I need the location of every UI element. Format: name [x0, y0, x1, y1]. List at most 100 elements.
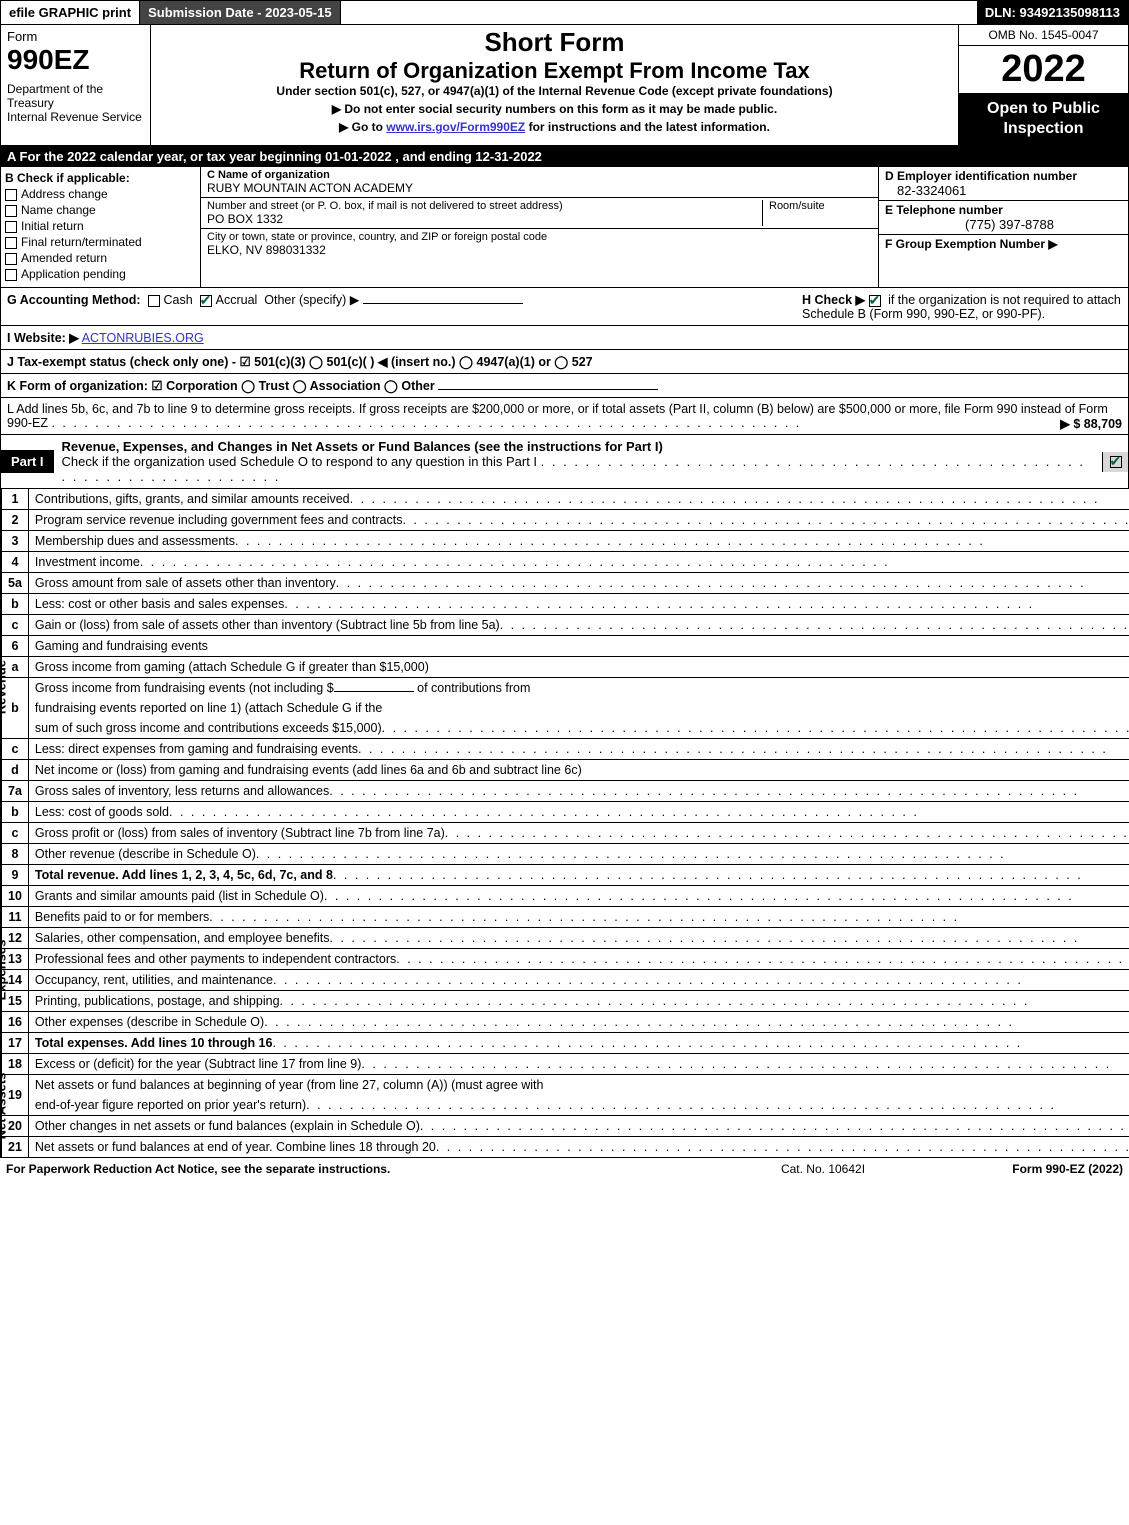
desc: Total revenue. Add lines 1, 2, 3, 4, 5c,… [35, 868, 333, 882]
desc: Net income or (loss) from gaming and fun… [35, 763, 582, 777]
desc: Gross profit or (loss) from sales of inv… [35, 826, 445, 840]
row-a: A For the 2022 calendar year, or tax yea… [0, 146, 1129, 167]
line-7c: cGross profit or (loss) from sales of in… [2, 823, 1129, 844]
section-c: C Name of organization RUBY MOUNTAIN ACT… [201, 167, 878, 287]
desc: Printing, publications, postage, and shi… [35, 994, 280, 1008]
row-j: J Tax-exempt status (check only one) - ☑… [0, 350, 1129, 374]
desc: Gross income from gaming (attach Schedul… [35, 660, 429, 674]
city-label: City or town, state or province, country… [207, 231, 872, 243]
part1-tag: Part I [1, 450, 54, 473]
irs-link[interactable]: www.irs.gov/Form990EZ [386, 120, 525, 134]
line-17: 17Total expenses. Add lines 10 through 1… [2, 1033, 1129, 1054]
cb-label: Name change [21, 203, 96, 217]
line-6b: bGross income from fundraising events (n… [2, 678, 1129, 699]
line-20: 20Other changes in net assets or fund ba… [2, 1116, 1129, 1137]
line-5a: 5aGross amount from sale of assets other… [2, 573, 1129, 594]
line-9: 9Total revenue. Add lines 1, 2, 3, 4, 5c… [2, 865, 1129, 886]
cb-accrual[interactable] [200, 295, 212, 307]
expenses-label: Expenses [0, 886, 1, 1054]
footer-right-bold: 990-EZ [1046, 1162, 1085, 1176]
desc: Other expenses (describe in Schedule O) [35, 1015, 264, 1029]
other-specify-input[interactable] [363, 303, 523, 304]
cb-h[interactable] [869, 295, 881, 307]
k-other-input[interactable] [438, 389, 658, 390]
row-g: G Accounting Method: Cash Accrual Other … [7, 292, 802, 321]
line-6b-3: sum of such gross income and contributio… [2, 718, 1129, 739]
desc: Gross amount from sale of assets other t… [35, 576, 336, 590]
line-19-2: end-of-year figure reported on prior yea… [2, 1095, 1129, 1116]
other-label: Other (specify) ▶ [264, 293, 359, 307]
line-6c: cLess: direct expenses from gaming and f… [2, 739, 1129, 760]
header-left: Form 990EZ Department of the Treasury In… [1, 25, 151, 145]
footer-right-pre: Form [1012, 1162, 1045, 1176]
tax-year: 2022 [959, 46, 1128, 93]
row-h: H Check ▶ if the organization is not req… [802, 292, 1122, 321]
line-2: 2Program service revenue including gover… [2, 510, 1129, 531]
part1-check[interactable] [1102, 452, 1128, 472]
line-4: 4Investment income4 [2, 552, 1129, 573]
line-8: 8Other revenue (describe in Schedule O)8 [2, 844, 1129, 865]
cb-initial-return[interactable] [5, 221, 17, 233]
form-number: 990EZ [7, 44, 144, 76]
desc: Membership dues and assessments [35, 534, 235, 548]
part1-header: Part I Revenue, Expenses, and Changes in… [0, 435, 1129, 489]
row-l: L Add lines 5b, 6c, and 7b to line 9 to … [0, 398, 1129, 435]
desc: of contributions from [417, 681, 530, 695]
netassets-group: Net Assets 18Excess or (deficit) for the… [0, 1054, 1129, 1158]
cb-address-change[interactable] [5, 189, 17, 201]
revenue-table: 1Contributions, gifts, grants, and simil… [1, 489, 1129, 886]
cb-label: Final return/terminated [21, 235, 142, 249]
c-name-label: C Name of organization [207, 169, 872, 181]
desc: Gain or (loss) from sale of assets other… [35, 618, 500, 632]
footer-left: For Paperwork Reduction Act Notice, see … [6, 1162, 723, 1176]
line-7a: 7aGross sales of inventory, less returns… [2, 781, 1129, 802]
line-6d: dNet income or (loss) from gaming and fu… [2, 760, 1129, 781]
desc: Professional fees and other payments to … [35, 952, 396, 966]
section-b: B Check if applicable: Address change Na… [1, 167, 201, 287]
fundraising-amount-input[interactable] [334, 691, 414, 692]
title5-pre: ▶ Go to [339, 120, 386, 134]
h-pre: H Check ▶ [802, 293, 869, 307]
k-text: K Form of organization: ☑ Corporation ◯ … [7, 379, 435, 393]
desc: Gross income from fundraising events (no… [35, 681, 334, 695]
desc: Net assets or fund balances at beginning… [35, 1078, 544, 1092]
street-label: Number and street (or P. O. box, if mail… [207, 200, 762, 212]
section-bcd: B Check if applicable: Address change Na… [0, 167, 1129, 288]
ein: 82-3324061 [885, 183, 1122, 198]
desc: Less: cost of goods sold [35, 805, 169, 819]
line-18: 18Excess or (deficit) for the year (Subt… [2, 1054, 1129, 1075]
j-text: J Tax-exempt status (check only one) - ☑… [7, 355, 593, 369]
desc: Investment income [35, 555, 140, 569]
cb-amended-return[interactable] [5, 253, 17, 265]
line-6b-2: fundraising events reported on line 1) (… [2, 698, 1129, 718]
row-gh: G Accounting Method: Cash Accrual Other … [0, 288, 1129, 326]
desc: Benefits paid to or for members [35, 910, 209, 924]
line-15: 15Printing, publications, postage, and s… [2, 991, 1129, 1012]
desc: Contributions, gifts, grants, and simila… [35, 492, 350, 506]
desc: Occupancy, rent, utilities, and maintena… [35, 973, 273, 987]
cb-final-return[interactable] [5, 237, 17, 249]
cb-label: Initial return [21, 219, 84, 233]
desc: Net assets or fund balances at end of ye… [35, 1140, 436, 1154]
dln: DLN: 93492135098113 [977, 1, 1128, 24]
cb-label: Application pending [21, 267, 126, 281]
cb-cash[interactable] [148, 295, 160, 307]
cb-name-change[interactable] [5, 205, 17, 217]
desc: end-of-year figure reported on prior yea… [35, 1098, 306, 1112]
org-name: RUBY MOUNTAIN ACTON ACADEMY [207, 181, 872, 195]
cb-label: Amended return [21, 251, 107, 265]
row-i: I Website: ▶ ACTONRUBIES.ORG [0, 326, 1129, 350]
efile-print[interactable]: efile GRAPHIC print [1, 1, 140, 24]
cb-application-pending[interactable] [5, 269, 17, 281]
b-label: B Check if applicable: [5, 171, 196, 185]
l-amount: ▶ $ 88,709 [1060, 416, 1122, 431]
header-right: OMB No. 1545-0047 2022 Open to Public In… [958, 25, 1128, 145]
line-10: 10Grants and similar amounts paid (list … [2, 886, 1129, 907]
part1-title: Revenue, Expenses, and Changes in Net As… [54, 435, 1102, 488]
website-link[interactable]: ACTONRUBIES.ORG [82, 331, 204, 345]
department: Department of the Treasury Internal Reve… [7, 82, 144, 124]
omb-number: OMB No. 1545-0047 [959, 25, 1128, 46]
page-footer: For Paperwork Reduction Act Notice, see … [0, 1158, 1129, 1180]
line-11: 11Benefits paid to or for members11 [2, 907, 1129, 928]
line-7b: bLess: cost of goods sold7b [2, 802, 1129, 823]
